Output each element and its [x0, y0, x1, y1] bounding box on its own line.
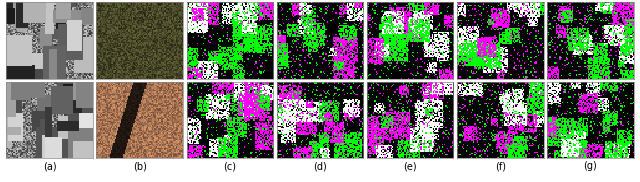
X-axis label: (b): (b)	[133, 161, 147, 171]
X-axis label: (f): (f)	[495, 161, 506, 171]
X-axis label: (a): (a)	[43, 161, 56, 171]
X-axis label: (c): (c)	[223, 161, 236, 171]
X-axis label: (g): (g)	[584, 161, 597, 171]
X-axis label: (d): (d)	[313, 161, 327, 171]
X-axis label: (e): (e)	[403, 161, 417, 171]
